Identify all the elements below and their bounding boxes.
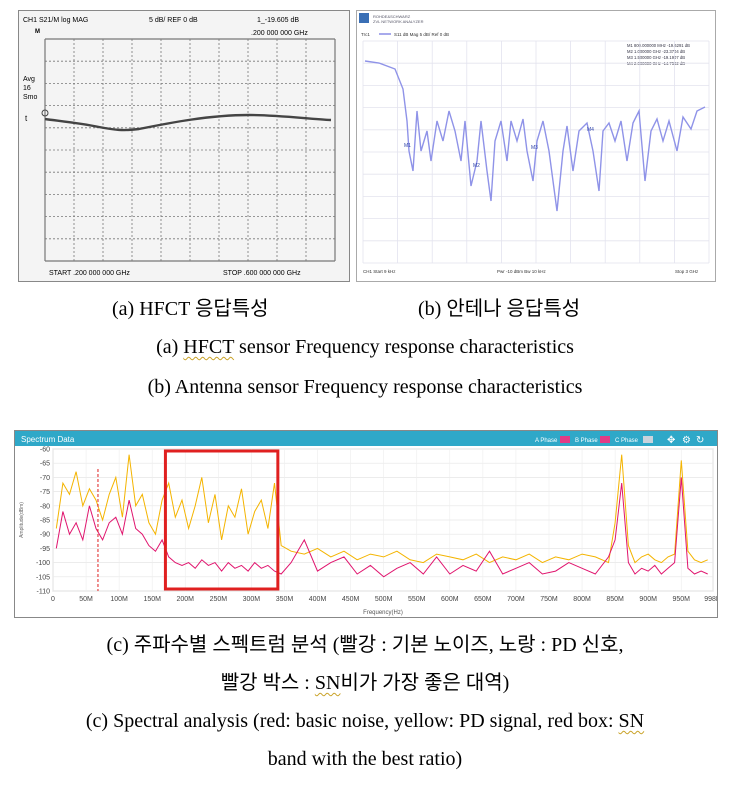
spectrum-x-axis-label: Frequency(Hz) [363, 610, 403, 616]
caption-b-kr: (b) 안테나 응답특성 [418, 298, 581, 320]
caption-c-kr-1: (c) 주파수별 스펙트럼 분석 (빨강 : 기본 노이즈, 노랑 : PD 신… [106, 634, 624, 656]
hfct-ref-arrow: t [25, 114, 28, 123]
spectrum-x-tick: 650M [474, 596, 492, 603]
antenna-marker-m1: M1 [404, 143, 411, 149]
legend-c-phase: C Phase [615, 438, 639, 444]
spectrum-y-tick: -100 [36, 560, 50, 567]
caption-c-en-2: band with the best ratio) [267, 748, 463, 770]
antenna-brand-2: ZVL NETWORK ANALYZER [373, 19, 424, 24]
spectrum-x-tick: 750M [540, 596, 558, 603]
spectrum-x-tick: 100M [110, 596, 128, 603]
spectrum-y-ticks: -60 -65 -70 -75 -80 -85 -90 -95 -100 -105 -110 [36, 447, 50, 596]
antenna-marker-row: M3 1.500000 GHz -19.1907 dB [627, 55, 685, 60]
antenna-footer-right: Stop 3 GHz [675, 269, 699, 274]
settings-icon[interactable]: ⚙ [682, 435, 691, 446]
spectrum-x-tick: 850M [606, 596, 624, 603]
spectrum-x-tick: 700M [507, 596, 525, 603]
best-sn-band-box [163, 449, 280, 591]
spectrum-x-tick: 998M [704, 596, 717, 603]
hfct-response-curve [44, 113, 332, 132]
basic-noise-series [55, 477, 708, 578]
antenna-footer-left: CH1 Start 9 kHz [363, 269, 396, 274]
spectrum-x-tick: 250M [210, 596, 228, 603]
hfct-side-smo: Smo [23, 94, 38, 101]
hfct-ref-marker [41, 109, 49, 117]
spectrum-grid [52, 448, 714, 592]
spectrum-y-tick: -75 [40, 489, 50, 496]
antenna-response-curve [364, 60, 706, 212]
spectrum-y-tick: -90 [40, 532, 50, 539]
spectrum-x-tick: 200M [177, 596, 195, 603]
spectrum-x-tick: 350M [276, 596, 294, 603]
rs-logo-icon [359, 13, 369, 23]
hfct-header-mid: 5 dB/ REF 0 dB [149, 17, 198, 24]
antenna-marker-row: M2 1.000000 GHz -23.3704 dB [627, 49, 685, 54]
spectrum-y-axis-label: Amplitude(dBm) [19, 502, 25, 538]
spectrum-chart: Spectrum Data A Phase B Phase C Phase ✥ … [15, 431, 722, 616]
spectrum-y-tick: -95 [40, 546, 50, 553]
antenna-response-panel: ROHDE&SCHWARZ ZVL NETWORK ANALYZER Trc1 … [356, 10, 716, 282]
spectrum-y-tick: -60 [40, 447, 50, 454]
legend-c-swatch [643, 436, 653, 443]
hfct-grid [44, 38, 336, 262]
spectrum-x-tick: 500M [375, 596, 393, 603]
refresh-icon[interactable]: ↻ [696, 435, 704, 446]
spectrum-x-ticks: 0 50M 100M 150M 200M 250M 300M 350M 400M 450M 500M… [51, 596, 722, 603]
spectrum-y-tick: -85 [40, 518, 50, 525]
legend-b-swatch [600, 436, 610, 443]
hfct-marker-flag: M [35, 29, 40, 35]
spectrum-x-tick: 150M [143, 596, 161, 603]
spectrum-x-tick: 600M [441, 596, 459, 603]
spectrum-title: Spectrum Data [21, 435, 75, 444]
antenna-response-plot: ROHDE&SCHWARZ ZVL NETWORK ANALYZER Trc1 … [359, 13, 710, 274]
antenna-trace-label: Trc1 [361, 32, 370, 37]
hfct-header-left: CH1 S21/M log MAG [23, 17, 88, 24]
spectrum-x-tick: 0 [51, 596, 55, 603]
spectrum-x-tick: 400M [309, 596, 327, 603]
spectrum-y-tick: -105 [36, 574, 50, 581]
spectrum-x-tick: 300M [243, 596, 261, 603]
move-icon[interactable]: ✥ [667, 435, 675, 446]
spectrum-x-tick: 450M [342, 596, 360, 603]
caption-b-en: (b) Antenna sensor Frequency response ch… [147, 376, 583, 398]
caption-c-en-1: (c) Spectral analysis (red: basic noise,… [85, 710, 645, 732]
spectrum-x-tick: 50M [79, 596, 93, 603]
spectrum-x-tick: 900M [639, 596, 657, 603]
hfct-start-label: START .200 000 000 GHz [49, 270, 130, 277]
spectrum-y-tick: -65 [40, 461, 50, 468]
antenna-trace-desc: S11 dB Mag 5 dB/ Ref 0 dB [394, 32, 449, 37]
hfct-marker-freq: .200 000 000 GHz [251, 30, 308, 37]
legend-a-phase: A Phase [535, 438, 558, 444]
hfct-response-plot: CH1 S21/M log MAG 5 dB/ REF 0 dB 1_-19.6… [23, 17, 336, 277]
spectrum-y-tick: -110 [37, 589, 51, 596]
legend-b-phase: B Phase [575, 438, 598, 444]
spectrum-header-bar [15, 431, 717, 446]
antenna-brand-1: ROHDE&SCHWARZ [373, 14, 411, 19]
hfct-header-right: 1_-19.605 dB [257, 17, 299, 24]
antenna-marker-m3: M3 [531, 145, 538, 151]
hfct-response-panel: CH1 S21/M log MAG 5 dB/ REF 0 dB 1_-19.6… [18, 10, 350, 282]
spectrum-y-tick: -70 [40, 475, 50, 482]
pd-signal-series [55, 454, 708, 564]
antenna-marker-table: M1 800.000000 MHz -19.6291 dB M2 1.00000… [627, 43, 690, 66]
antenna-footer-mid: Pwr -10 dBm Bw 10 kHz [497, 269, 547, 274]
hfct-side-16: 16 [23, 85, 31, 92]
spectrum-x-tick: 550M [408, 596, 426, 603]
antenna-marker-m2: M2 [473, 163, 480, 169]
caption-a-kr: (a) HFCT 응답특성 [112, 298, 269, 320]
hfct-stop-label: STOP .600 000 000 GHz [223, 270, 301, 277]
hfct-side-avg: Avg [23, 76, 35, 83]
spectrum-data-panel: Spectrum Data A Phase B Phase C Phase ✥ … [14, 430, 722, 618]
legend-a-swatch [560, 436, 570, 443]
spectrum-x-tick: 950M [672, 596, 690, 603]
caption-a-en: (a) HFCT sensor Frequency response chara… [156, 336, 574, 358]
spectrum-y-tick: -80 [40, 503, 50, 510]
antenna-marker-row: M1 800.000000 MHz -19.6291 dB [627, 43, 690, 48]
antenna-marker-m4: M4 [587, 127, 594, 133]
antenna-grid [362, 40, 710, 264]
caption-c-kr-2: 빨강 박스 : SN비가 가장 좋은 대역) [220, 672, 510, 694]
spectrum-x-tick: 800M [573, 596, 591, 603]
